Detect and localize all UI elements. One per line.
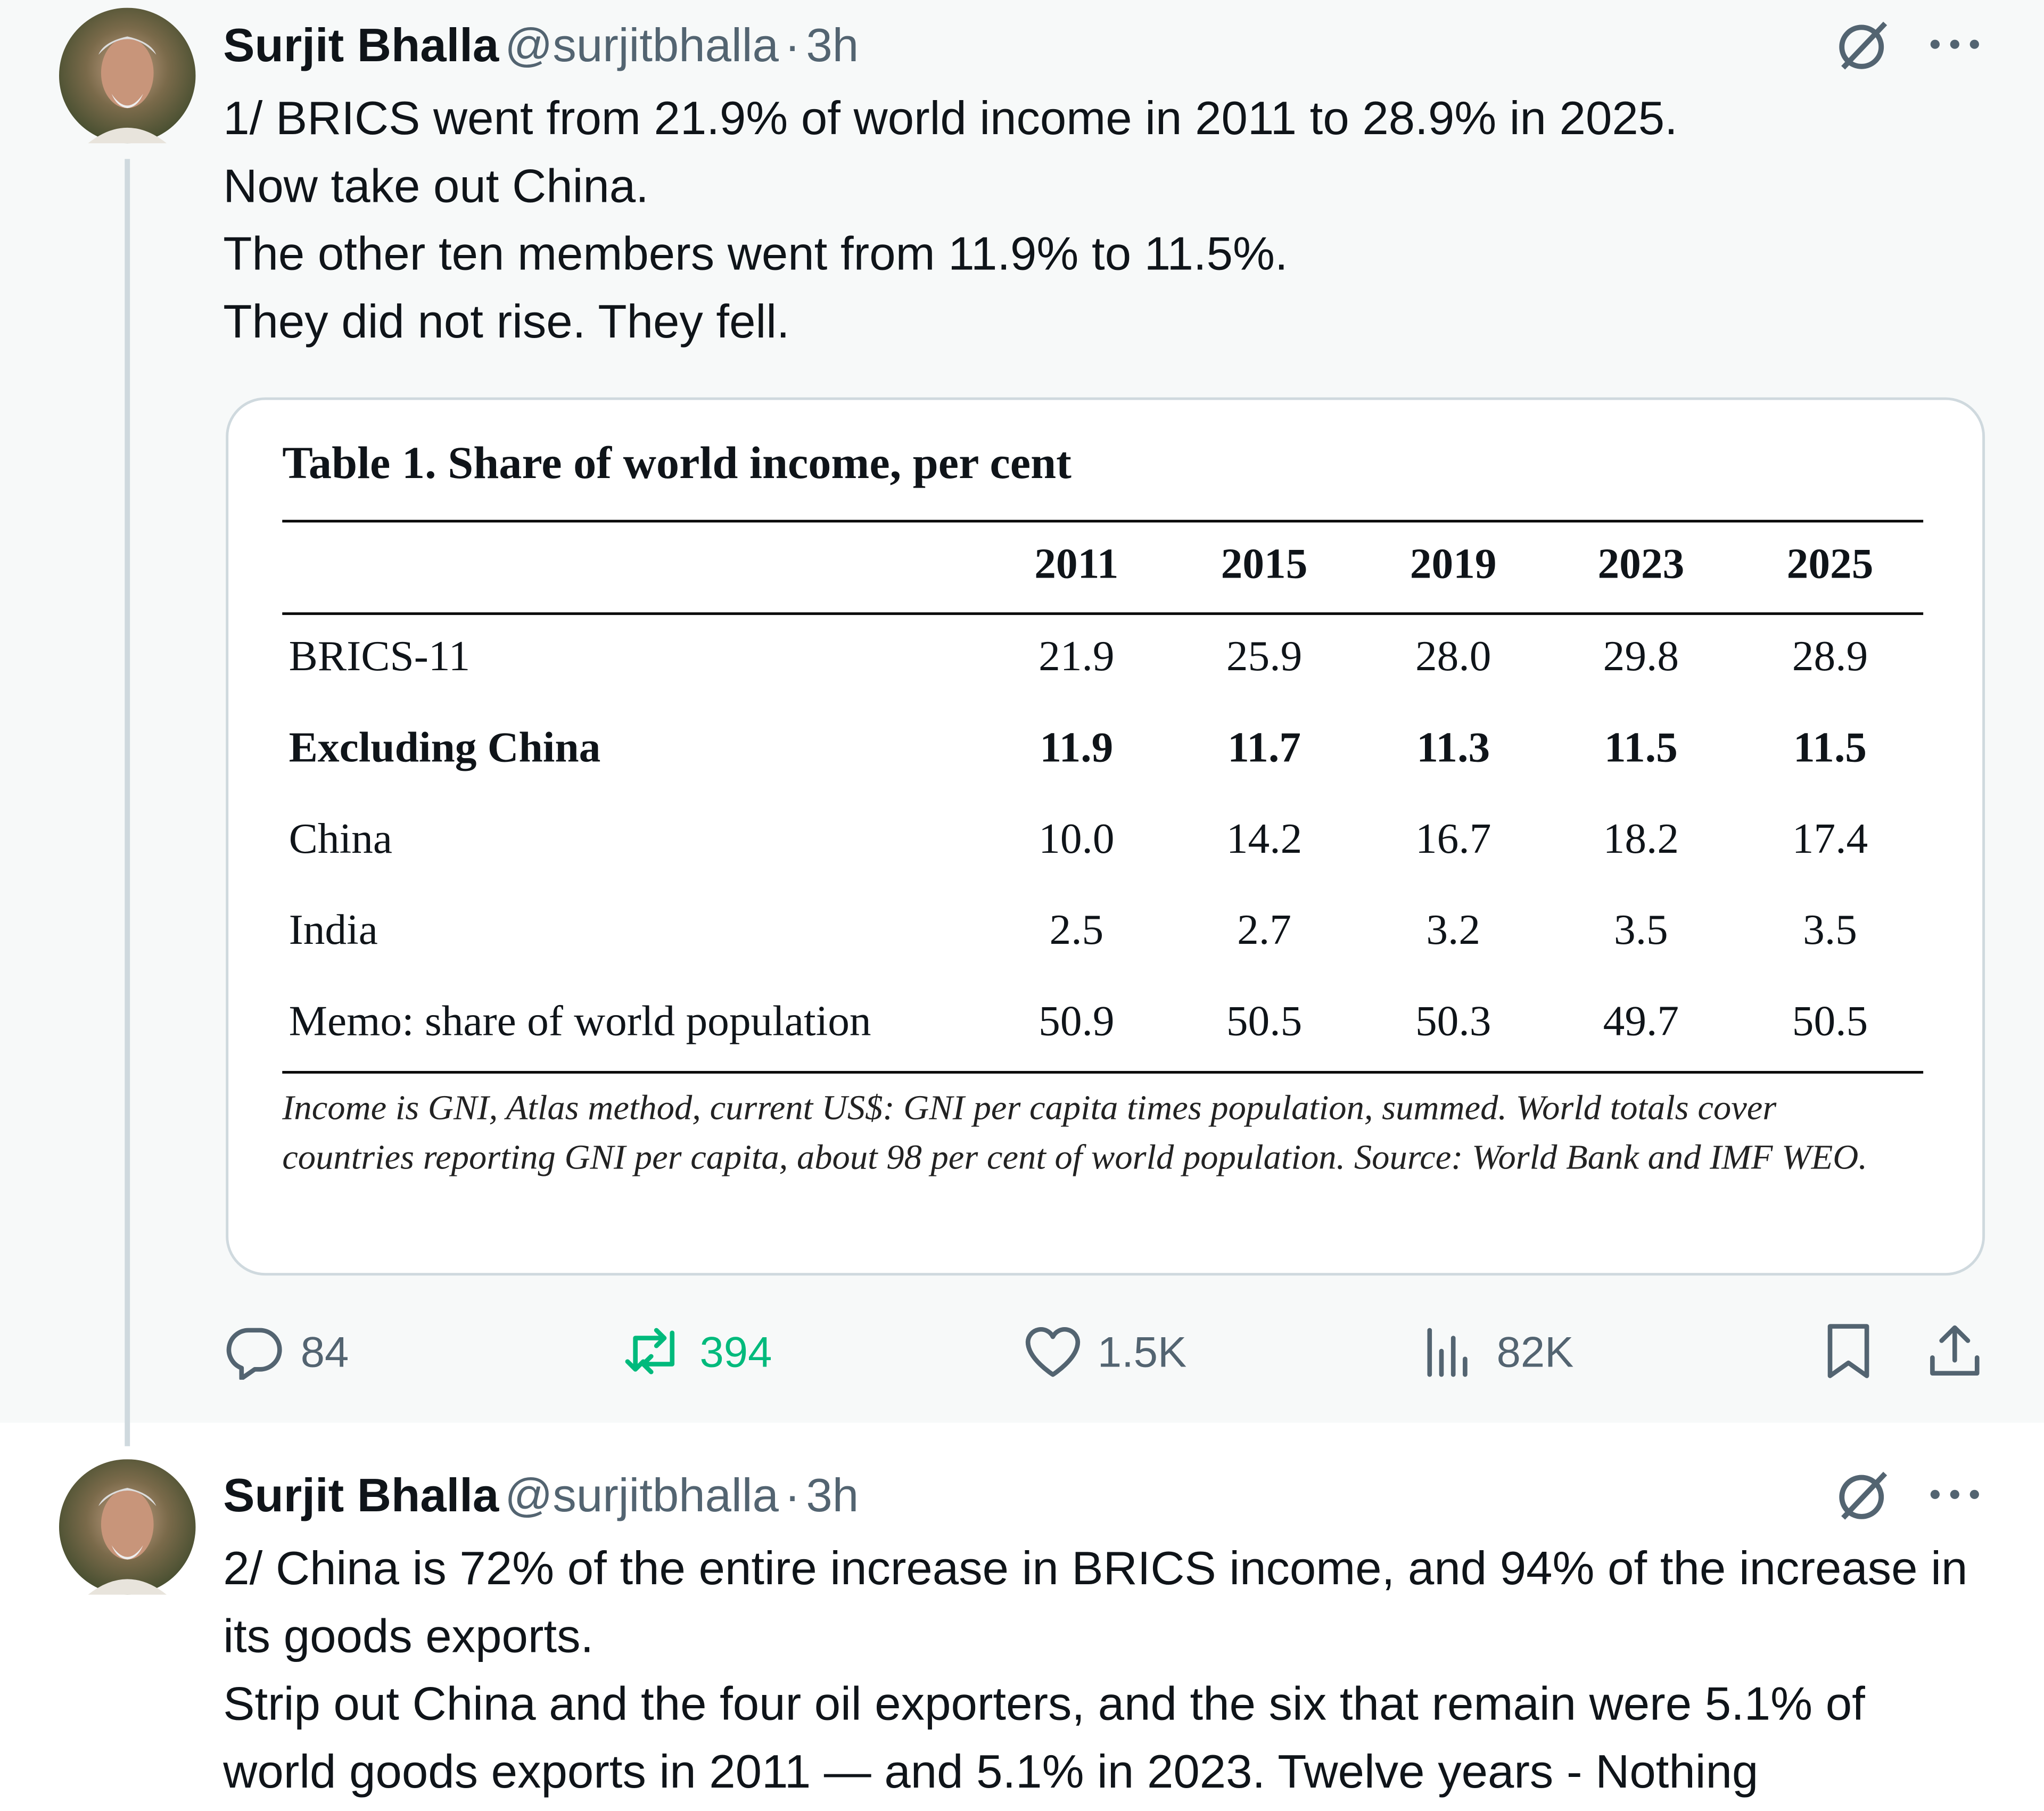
share-icon[interactable] — [1926, 1321, 1984, 1381]
reply-count: 84 — [300, 1328, 349, 1376]
repost-count: 394 — [699, 1328, 772, 1376]
avatar[interactable] — [59, 1459, 196, 1595]
separator: · — [784, 1468, 801, 1522]
table-cell: 10.0 — [1039, 816, 1115, 863]
table-cell: 11.9 — [1040, 725, 1114, 772]
media-card[interactable] — [226, 397, 1985, 1276]
row-label: BRICS-11 — [289, 633, 471, 681]
text-line: 1/ BRICS went from 21.9% of world income… — [223, 91, 1678, 145]
table-cell: 14.2 — [1226, 816, 1303, 863]
views-count: 82K — [1496, 1328, 1574, 1376]
tweet-header: Surjit Bhalla @surjitbhalla · 3h — [223, 1468, 859, 1523]
table-note: Income is GNI, Atlas method, current US$… — [282, 1088, 1868, 1177]
column-header: 2019 — [1410, 541, 1497, 589]
table-cell: 21.9 — [1039, 633, 1115, 681]
table-cell: 18.2 — [1603, 816, 1679, 863]
reply-icon[interactable] — [226, 1322, 284, 1380]
table-cell: 11.3 — [1416, 725, 1490, 772]
like-count: 1.5K — [1097, 1328, 1187, 1376]
text-line: 2/ China is 72% of the entire increase i… — [223, 1541, 1968, 1663]
author[interactable]: Surjit Bhalla — [223, 18, 499, 72]
text-line: Now take out China. — [223, 159, 649, 212]
grok-icon[interactable] — [1833, 1466, 1893, 1526]
column-header: 2011 — [1034, 541, 1119, 589]
table-rule — [282, 612, 1924, 615]
table-cell: 3.5 — [1803, 907, 1857, 954]
tweet-text: 1/ BRICS went from 21.9% of world income… — [223, 85, 1678, 356]
like-icon[interactable] — [1023, 1322, 1083, 1380]
author[interactable]: Surjit Bhalla — [223, 1468, 499, 1522]
time[interactable]: 3h — [806, 1468, 859, 1522]
table-title: Table 1. Share of world income, per cent — [282, 438, 1072, 489]
repost-icon[interactable] — [622, 1322, 685, 1380]
table-cell: 49.7 — [1603, 999, 1679, 1046]
table-cell: 2.5 — [1049, 907, 1104, 954]
table-cell: 25.9 — [1226, 633, 1303, 681]
grok-icon[interactable] — [1833, 15, 1893, 76]
time[interactable]: 3h — [806, 18, 859, 72]
table-cell: 17.4 — [1792, 816, 1868, 863]
table-rule — [282, 520, 1924, 523]
table-cell: 50.9 — [1039, 999, 1115, 1046]
table-cell: 11.7 — [1227, 725, 1301, 772]
text-line: They did not rise. They fell. — [223, 294, 790, 348]
row-label: India — [289, 907, 378, 954]
table-rule — [282, 1071, 1924, 1074]
table-cell: 29.8 — [1603, 633, 1679, 681]
handle[interactable]: @surjitbhalla — [505, 18, 779, 72]
thread-line — [125, 159, 130, 1446]
column-header: 2025 — [1786, 541, 1874, 589]
column-header: 2023 — [1597, 541, 1685, 589]
table-cell: 11.5 — [1793, 725, 1867, 772]
table-cell: 16.7 — [1415, 816, 1491, 863]
handle[interactable]: @surjitbhalla — [505, 1468, 779, 1522]
table-cell: 50.5 — [1226, 999, 1303, 1046]
table-cell: 2.7 — [1237, 907, 1291, 954]
separator: · — [784, 18, 801, 72]
tweet-text: 2/ China is 72% of the entire increase i… — [223, 1535, 1989, 1806]
table-cell: 28.9 — [1792, 633, 1868, 681]
column-header: 2015 — [1221, 541, 1308, 589]
table-cell: 28.0 — [1415, 633, 1491, 681]
table-cell: 11.5 — [1604, 725, 1678, 772]
row-label: Excluding China — [289, 725, 601, 772]
tweet-header: Surjit Bhalla @surjitbhalla · 3h — [223, 18, 859, 73]
more-icon[interactable] — [1927, 1481, 1983, 1508]
table-cell: 50.5 — [1792, 999, 1868, 1046]
bookmark-icon[interactable] — [1822, 1321, 1875, 1381]
avatar[interactable] — [59, 7, 196, 144]
table-cell: 3.2 — [1426, 907, 1481, 954]
more-icon[interactable] — [1927, 31, 1983, 57]
table-cell: 3.5 — [1614, 907, 1668, 954]
table-cell: 50.3 — [1415, 999, 1491, 1046]
views-icon[interactable] — [1423, 1322, 1483, 1380]
text-line: The other ten members went from 11.9% to… — [223, 226, 1288, 281]
text-line: Strip out China and the four oil exporte… — [223, 1676, 1865, 1798]
row-label: Memo: share of world population — [289, 999, 871, 1046]
row-label: China — [289, 816, 392, 863]
